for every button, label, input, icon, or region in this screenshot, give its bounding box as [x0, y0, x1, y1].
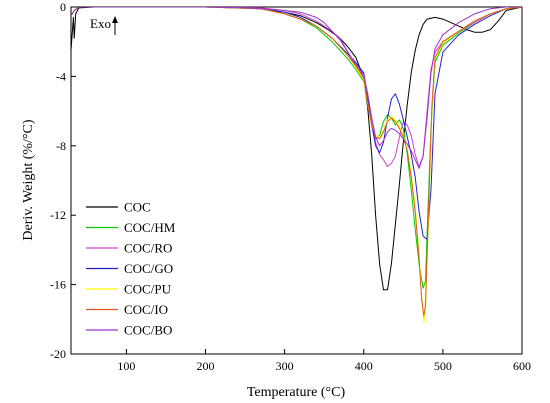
series-line-coc-ro: [71, 7, 522, 168]
axis-layer: 100 200 300 400 500 600 0 -4 -8 -12 -16 -20: [50, 0, 531, 373]
up-arrow-icon: [112, 16, 118, 35]
plot-frame: [70, 6, 523, 355]
y-tick-label: -16: [50, 278, 66, 292]
y-tick-label: -12: [50, 208, 66, 222]
x-tick-label: 400: [355, 359, 373, 373]
legend-item: COC/HM: [86, 220, 176, 235]
y-axis-title: Deriv. Weight (%/°C): [21, 119, 36, 240]
legend: COC COC/HM COC/RO COC/GO COC/PU COC/IO COC/BO: [86, 200, 176, 338]
legend-item: COC/BO: [86, 323, 172, 338]
x-tick-label: 500: [434, 359, 452, 373]
legend-label: COC/BO: [124, 323, 172, 338]
legend-label: COC/HM: [124, 220, 176, 235]
series-line-coc-go: [71, 7, 522, 240]
y-tick-label: -8: [56, 139, 66, 153]
legend-item: COC: [86, 200, 151, 215]
series-line-coc: [71, 7, 522, 291]
x-tick-label: 600: [513, 359, 531, 373]
legend-label: COC/RO: [124, 241, 172, 256]
legend-item: COC/IO: [86, 302, 168, 317]
legend-label: COC: [124, 200, 151, 215]
x-axis-title: Temperature (°C): [247, 385, 346, 400]
legend-label: COC/GO: [124, 261, 173, 276]
series-line-coc-io: [71, 7, 522, 317]
x-tick-label: 100: [117, 359, 135, 373]
legend-label: COC/IO: [124, 302, 168, 317]
x-tick-label: 200: [197, 359, 215, 373]
series-line-coc-bo: [71, 7, 522, 169]
y-tick-label: -4: [56, 69, 66, 83]
legend-item: COC/RO: [86, 241, 172, 256]
x-tick-label: 300: [276, 359, 294, 373]
legend-item: COC/GO: [86, 261, 173, 276]
series-layer: [71, 7, 522, 324]
exo-annotation-label: Exo: [90, 16, 111, 31]
y-tick-label: 0: [60, 0, 66, 14]
legend-label: COC/PU: [124, 282, 172, 297]
y-tick-label: -20: [50, 347, 66, 361]
legend-item: COC/PU: [86, 282, 172, 297]
